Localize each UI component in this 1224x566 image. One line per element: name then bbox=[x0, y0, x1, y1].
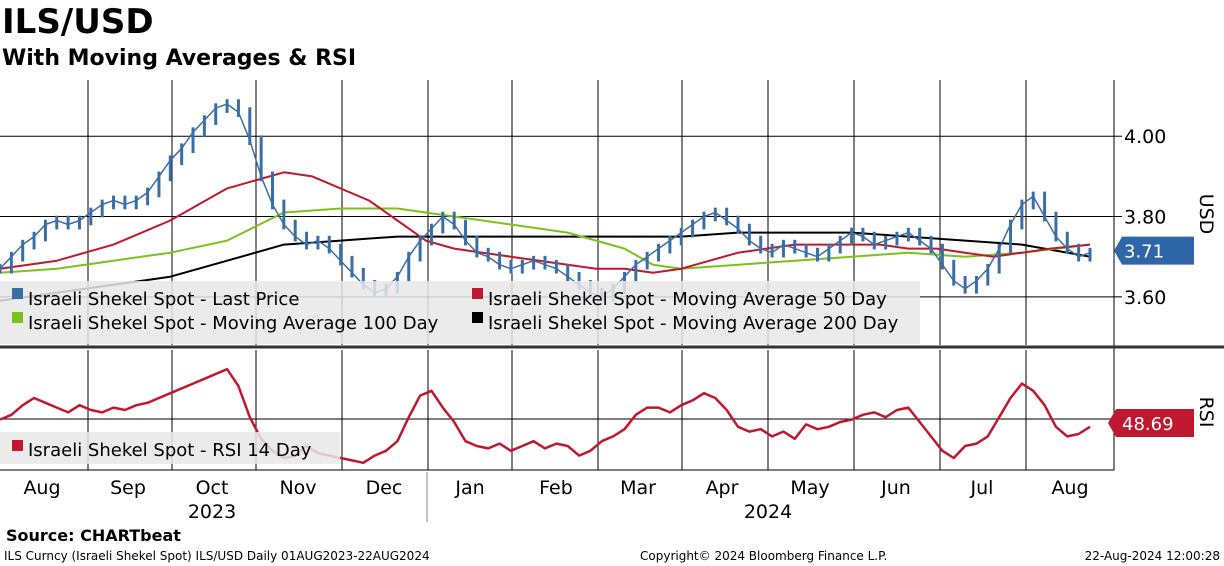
price-legend-bg bbox=[0, 281, 920, 344]
legend-swatch bbox=[12, 440, 23, 451]
rsi-axis-title: RSI bbox=[1195, 397, 1217, 428]
ma50-line bbox=[0, 171, 1091, 274]
y-tick-label: 3.80 bbox=[1124, 207, 1166, 229]
legend-swatch bbox=[472, 312, 483, 323]
x-tick-label: Sep bbox=[110, 477, 146, 499]
legend-swatch bbox=[12, 312, 23, 323]
legend-label: Israeli Shekel Spot - Moving Average 100… bbox=[28, 313, 439, 334]
x-tick-label: Jun bbox=[880, 477, 911, 499]
legend-swatch bbox=[12, 288, 23, 299]
x-tick-label: Apr bbox=[706, 477, 739, 499]
last-rsi-badge bbox=[1108, 409, 1194, 437]
footer-security: ILS Curncy (Israeli Shekel Spot) ILS/USD… bbox=[4, 549, 430, 563]
x-tick-label: Aug bbox=[1051, 477, 1088, 499]
last-rsi-label: 48.69 bbox=[1122, 414, 1174, 435]
x-year-label: 2023 bbox=[188, 501, 236, 523]
legend-swatch bbox=[472, 288, 483, 299]
x-tick-label: May bbox=[790, 477, 829, 499]
last-price-badge bbox=[1114, 236, 1194, 265]
chart-subtitle: With Moving Averages & RSI bbox=[2, 46, 357, 71]
legend-label: Israeli Shekel Spot - Last Price bbox=[28, 289, 299, 310]
ma100-line bbox=[0, 207, 1091, 274]
y-axis-title: USD bbox=[1195, 194, 1217, 235]
x-tick-label: Aug bbox=[23, 477, 60, 499]
x-tick-label: Mar bbox=[620, 477, 656, 499]
x-year-label: 2024 bbox=[744, 501, 792, 523]
x-tick-label: Jan bbox=[454, 477, 484, 499]
source-note: Source: CHARTbeat bbox=[6, 526, 181, 545]
footer-copyright: Copyright© 2024 Bloomberg Finance L.P. bbox=[640, 549, 888, 563]
x-tick-label: Feb bbox=[539, 477, 573, 499]
chart-title: ILS/USD bbox=[2, 2, 154, 42]
x-tick-label: Nov bbox=[279, 477, 316, 499]
x-tick-label: Dec bbox=[366, 477, 403, 499]
legend-label: Israeli Shekel Spot - Moving Average 50 … bbox=[488, 289, 887, 310]
y-tick-label: 4.00 bbox=[1124, 126, 1166, 148]
x-tick-label: Jul bbox=[970, 477, 994, 499]
price-bars bbox=[0, 99, 1092, 302]
price-line bbox=[0, 103, 1091, 298]
y-tick-label: 3.60 bbox=[1124, 287, 1166, 309]
rsi-line bbox=[0, 367, 1091, 465]
legend-label: Israeli Shekel Spot - RSI 14 Day bbox=[28, 440, 312, 461]
footer-timestamp: 22-Aug-2024 12:00:28 bbox=[1084, 549, 1220, 563]
last-price-label: 3.71 bbox=[1124, 242, 1164, 263]
rsi-legend-bg bbox=[0, 432, 340, 464]
legend-label: Israeli Shekel Spot - Moving Average 200… bbox=[488, 313, 899, 334]
x-tick-label: Oct bbox=[196, 477, 229, 499]
